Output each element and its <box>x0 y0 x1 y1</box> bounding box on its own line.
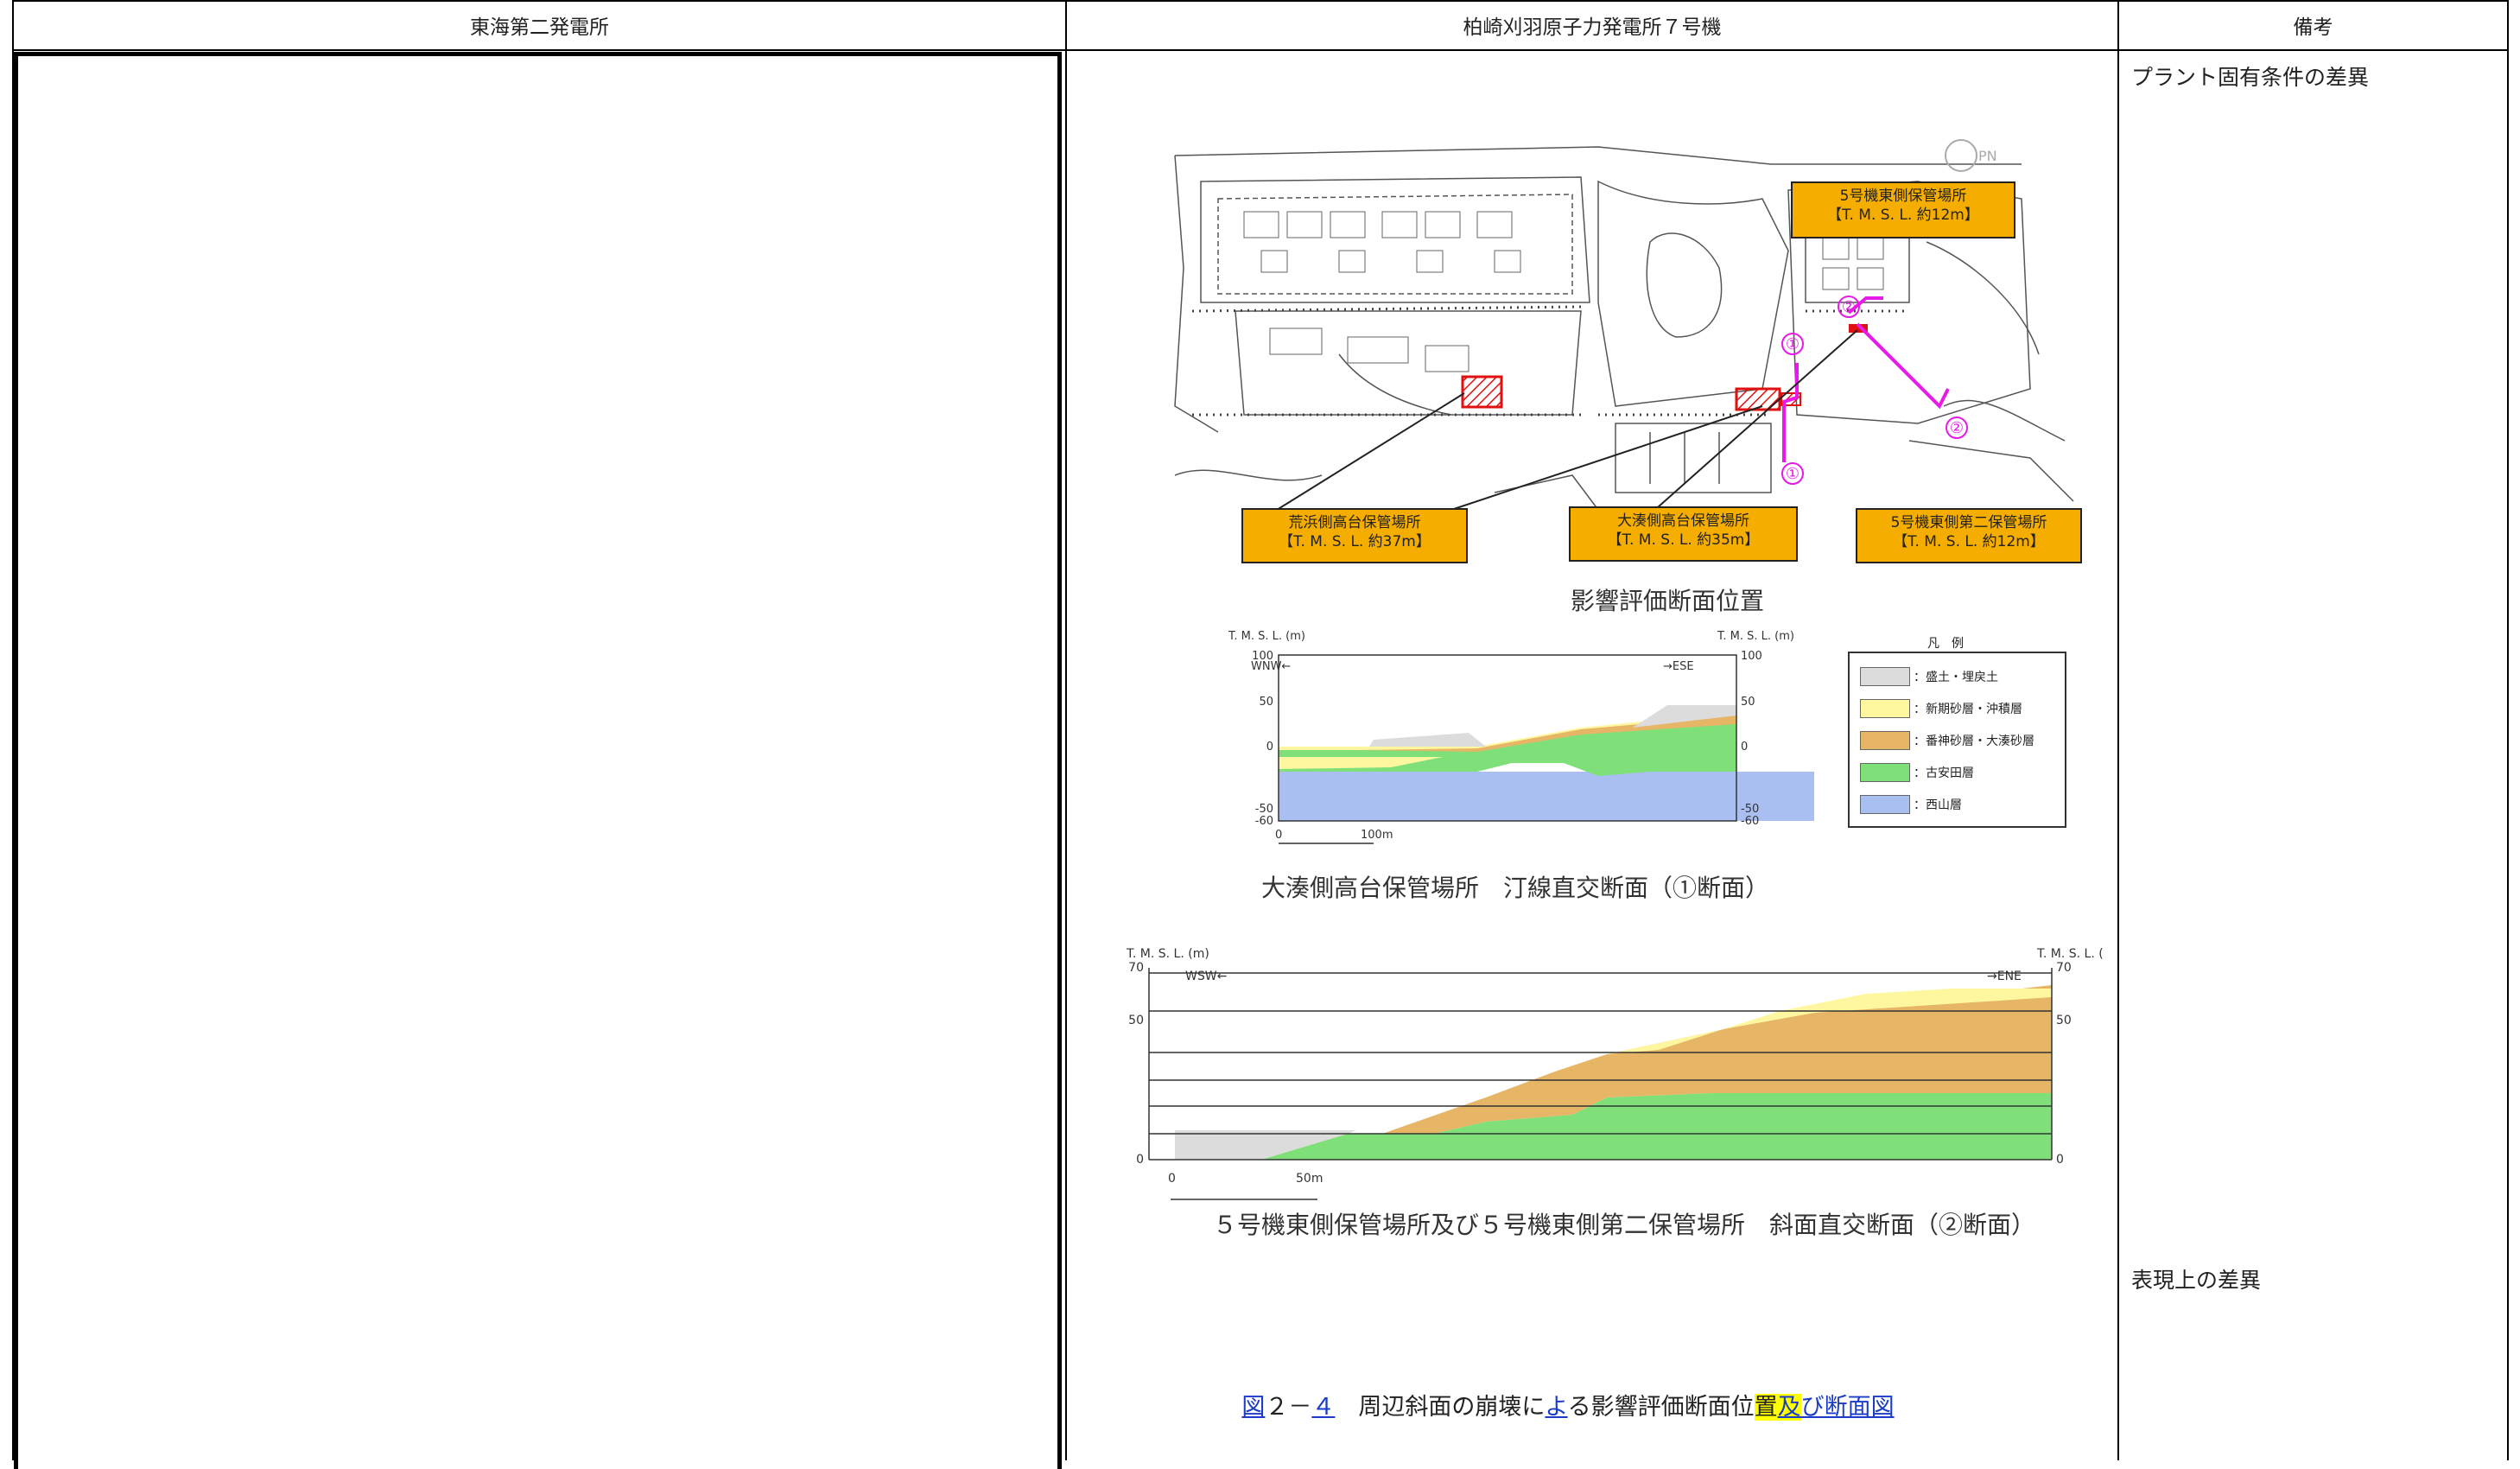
label-oominato: 大湊側高台保管場所 【T. M. S. L. 約35m】 <box>1569 506 1798 562</box>
marker-1-bottom: ① <box>1786 465 1800 483</box>
section2-axis-title-left: T. M. S. L. (m) <box>1126 947 1209 961</box>
section1-tick-minus50-right: -50 <box>1741 803 1759 816</box>
legend-item-koyasuda: ：古安田層 <box>1860 763 1974 782</box>
figure-title-link-fig[interactable]: 図 <box>1241 1394 1266 1421</box>
section1-route <box>1782 363 1799 462</box>
figure-title: 図２－４ 周辺斜面の崩壊による影響評価断面位置及び断面図 <box>1063 1388 2073 1421</box>
marker-1-top: ① <box>1786 335 1800 353</box>
unit5-east-storage-area <box>1849 324 1868 333</box>
label-unit5-east-second: 5号機東側第二保管場所 【T. M. S. L. 約12m】 <box>1856 508 2082 563</box>
label-arahama-elev: 【T. M. S. L. 約37m】 <box>1279 533 1431 550</box>
section2-tick-70-left: 70 <box>1128 961 1144 975</box>
table-top-border <box>12 0 2509 2</box>
figure-title-link-end[interactable]: び断面図 <box>1800 1394 1895 1421</box>
remark-expression-difference: 表現上の差異 <box>2131 1268 2262 1293</box>
section1-left-dir: WNW← <box>1251 660 1291 673</box>
legend-swatch-koyasuda <box>1860 763 1910 782</box>
marker-2-top: ② <box>1842 298 1856 316</box>
header-remarks: 備考 <box>2293 16 2333 39</box>
section2-tick-50-right: 50 <box>2056 1014 2072 1027</box>
header-bottom-border <box>12 49 2509 51</box>
marker-2-bottom: ② <box>1950 419 1964 437</box>
legend-item-new-sand: ：新期砂層・沖積層 <box>1860 699 2022 718</box>
figure-title-highlight-1: 置 <box>1754 1394 1778 1421</box>
section1-scale-zero: 0 <box>1275 829 1282 842</box>
legend-swatch-banjin-sand <box>1860 731 1910 750</box>
header-kashiwazaki: 柏崎刈羽原子力発電所７号機 <box>1463 16 1722 39</box>
map-caption: 影響評価断面位置 <box>1570 587 1764 615</box>
section1-tick-0-right: 0 <box>1741 741 1748 754</box>
section2-axis-title-right: T. M. S. L. ( <box>2036 947 2104 961</box>
section1-scale-label: 100m <box>1361 829 1393 842</box>
label-oominato-name: 大湊側高台保管場所 <box>1617 512 1749 530</box>
label-unit5-east-elev: 【T. M. S. L. 約12m】 <box>1827 207 1979 224</box>
figure-title-mid: 周辺斜面の崩壊に <box>1335 1394 1546 1421</box>
remark-plant-difference: プラント固有条件の差異 <box>2131 65 2370 90</box>
right-border <box>2507 0 2509 1460</box>
oominato-storage-area <box>1735 387 1781 411</box>
arahama-storage-area <box>1461 375 1503 409</box>
section2-right-dir: →ENE <box>1987 970 2022 983</box>
section1-caption: 大湊側高台保管場所 汀線直交断面（①断面） <box>1261 874 1770 902</box>
label-unit5-east-second-name: 5号機東側第二保管場所 <box>1890 514 2047 531</box>
legend-label-koyasuda: ：古安田層 <box>1914 766 1974 780</box>
section1-tick-50-right: 50 <box>1741 696 1755 709</box>
section1-right-dir: →ESE <box>1663 660 1694 673</box>
section2-tick-0-left: 0 <box>1136 1153 1144 1167</box>
legend-label-banjin-sand: ：番神砂層・大湊砂層 <box>1914 734 2034 748</box>
col-divider-1 <box>1065 0 1067 1460</box>
section1-tick-100-right: 100 <box>1741 650 1762 663</box>
legend-item-banjin-sand: ：番神砂層・大湊砂層 <box>1860 731 2034 750</box>
label-unit5-east: 5号機東側保管場所 【T. M. S. L. 約12m】 <box>1791 181 2015 238</box>
section2-tick-0-right: 0 <box>2056 1153 2064 1167</box>
section2-scale-zero: 0 <box>1168 1172 1176 1186</box>
figure-title-link-num[interactable]: ４ <box>1311 1394 1336 1421</box>
label-arahama-name: 荒浜側高台保管場所 <box>1288 514 1421 531</box>
left-border <box>12 0 14 1460</box>
section1-axis-title-right: T. M. S. L. (m) <box>1717 630 1794 643</box>
figure-title-link-yo[interactable]: よ <box>1545 1394 1568 1421</box>
legend-label-fill: ：盛土・埋戻土 <box>1914 671 1998 684</box>
section2-left-dir: WSW← <box>1185 970 1227 983</box>
section1-tick-minus60-left: -60 <box>1255 815 1273 828</box>
site-map: PN ① ① ② ② <box>1174 139 2074 515</box>
legend-item-nishiyama: ：西山層 <box>1860 795 1962 814</box>
legend-item-fill: ：盛土・埋戻土 <box>1860 667 1998 686</box>
figure-title-highlight-2[interactable]: 及 <box>1777 1394 1801 1421</box>
legend-box: 凡 例 ：盛土・埋戻土 ：新期砂層・沖積層 ：番神砂層・大湊砂層 ：古安田層 ：… <box>1848 634 2066 828</box>
legend-title: 凡 例 <box>1927 634 1964 652</box>
section2-route <box>1856 322 1950 410</box>
legend-swatch-fill <box>1860 667 1910 686</box>
figure-title-num: ２－ <box>1265 1394 1312 1421</box>
section1-tick-100-left: 100 <box>1252 650 1273 663</box>
section2-caption: ５号機東側保管場所及び５号機東側第二保管場所 斜面直交断面（②断面） <box>1212 1211 2035 1239</box>
section1-diagram: T. M. S. L. (m) T. M. S. L. (m) WNW← →ES… <box>1228 630 1814 844</box>
section2-scale-label: 50m <box>1296 1172 1323 1186</box>
header-tokai: 東海第二発電所 <box>470 16 609 39</box>
section2-tick-70-right: 70 <box>2056 961 2072 975</box>
section1-axis-title-left: T. M. S. L. (m) <box>1228 630 1305 643</box>
section2-diagram: T. M. S. L. (m) T. M. S. L. ( WSW← →ENE … <box>1126 947 2104 1200</box>
tokai-content-box <box>14 52 1062 1469</box>
col-divider-2 <box>2117 0 2119 1460</box>
section1-tick-minus50-left: -50 <box>1255 803 1273 816</box>
legend-swatch-new-sand <box>1860 699 1910 718</box>
label-unit5-east-second-elev: 【T. M. S. L. 約12m】 <box>1893 533 2045 550</box>
section1-tick-50-left: 50 <box>1259 696 1273 709</box>
legend-label-new-sand: ：新期砂層・沖積層 <box>1914 703 2022 716</box>
section1-tick-0-left: 0 <box>1266 741 1273 754</box>
legend-swatch-nishiyama <box>1860 795 1910 814</box>
label-unit5-east-name: 5号機東側保管場所 <box>1839 188 1967 205</box>
section2-tick-50-left: 50 <box>1128 1014 1144 1027</box>
figure-title-mid2: る影響評価断面位 <box>1567 1394 1755 1421</box>
legend-label-nishiyama: ：西山層 <box>1914 798 1962 812</box>
section1-tick-minus60-right: -60 <box>1741 815 1759 828</box>
label-oominato-elev: 【T. M. S. L. 約35m】 <box>1607 531 1760 549</box>
compass-label: PN <box>1978 148 1997 164</box>
label-arahama: 荒浜側高台保管場所 【T. M. S. L. 約37m】 <box>1241 508 1468 563</box>
